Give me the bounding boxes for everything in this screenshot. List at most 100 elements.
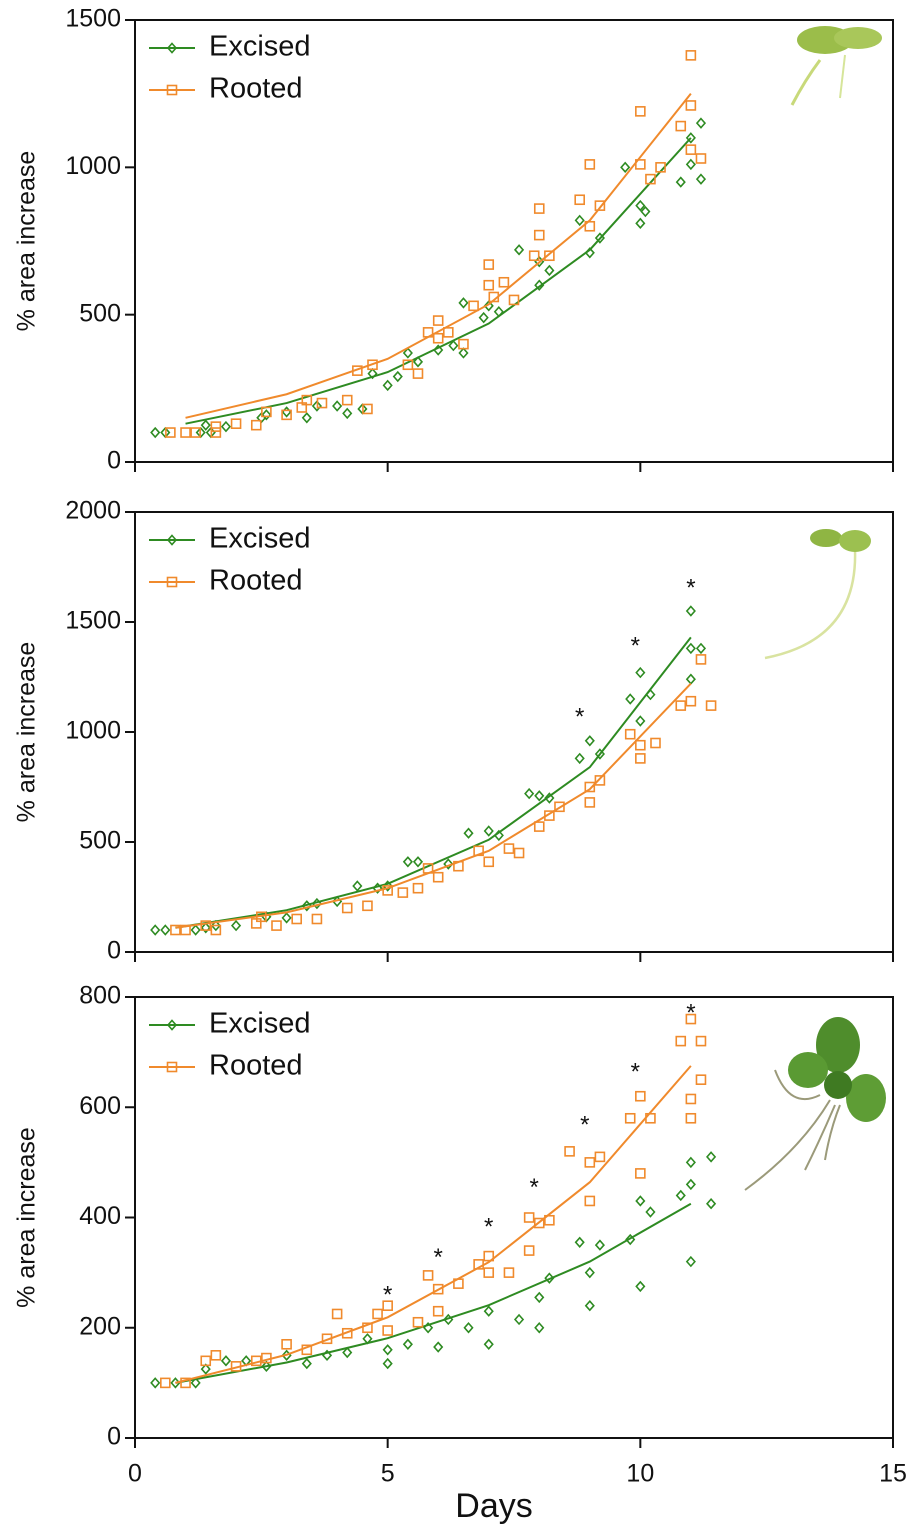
data-point <box>635 217 646 230</box>
fit-line <box>175 682 692 929</box>
data-point <box>341 1327 353 1339</box>
data-point <box>412 882 424 894</box>
data-point <box>362 1333 373 1345</box>
data-point <box>160 924 171 936</box>
data-point <box>483 856 495 868</box>
data-point <box>382 1325 393 1336</box>
x-tick-label: 5 <box>381 1460 395 1488</box>
data-point <box>554 801 565 813</box>
data-point <box>584 1266 595 1279</box>
data-point <box>166 42 178 54</box>
data-point <box>210 924 222 936</box>
data-point <box>645 173 656 185</box>
significance-mark: * <box>484 1213 493 1240</box>
data-point <box>321 1349 333 1362</box>
data-point <box>392 370 403 383</box>
data-point <box>291 913 303 925</box>
data-point <box>685 695 697 707</box>
data-point <box>488 291 500 303</box>
y-axis-title: % area increase <box>13 1127 41 1308</box>
data-point <box>432 1305 444 1317</box>
data-point <box>458 347 469 359</box>
significance-mark: * <box>686 574 695 601</box>
significance-mark: * <box>580 1111 589 1138</box>
data-point <box>533 203 545 214</box>
data-point <box>432 1283 444 1295</box>
data-point <box>281 1338 292 1350</box>
data-point <box>166 1061 178 1073</box>
data-point <box>367 359 378 371</box>
data-point <box>352 365 363 376</box>
significance-mark: * <box>575 704 584 731</box>
data-point <box>362 1322 373 1334</box>
data-point <box>544 250 555 262</box>
data-point <box>503 1267 515 1278</box>
data-point <box>685 605 696 617</box>
y-tick-label: 1500 <box>65 5 121 33</box>
data-point <box>594 1239 605 1251</box>
data-point <box>432 332 444 344</box>
data-point <box>635 753 646 764</box>
data-point <box>584 247 595 259</box>
data-point <box>160 1377 171 1389</box>
data-point <box>220 1355 232 1367</box>
data-point <box>685 1093 697 1105</box>
data-point <box>523 1212 535 1223</box>
data-point <box>341 902 353 914</box>
data-point <box>463 1322 474 1334</box>
data-point <box>635 1195 646 1207</box>
data-point <box>685 1255 696 1268</box>
data-point <box>685 132 696 144</box>
data-point <box>534 1322 545 1334</box>
data-point <box>584 1195 596 1207</box>
data-point <box>534 1291 545 1304</box>
data-point <box>250 1355 262 1367</box>
data-point <box>574 214 585 227</box>
data-point <box>705 700 717 711</box>
data-point <box>695 1035 707 1047</box>
data-point <box>372 882 383 894</box>
data-point <box>402 856 413 868</box>
data-point <box>534 790 545 802</box>
data-point <box>448 339 459 352</box>
data-point <box>508 294 520 306</box>
plot-frame <box>134 19 894 463</box>
data-point <box>200 1355 212 1367</box>
y-axis-title: % area increase <box>13 151 41 332</box>
data-point <box>180 1377 191 1389</box>
legend-label: Excised <box>209 1008 311 1040</box>
data-point <box>190 924 201 936</box>
data-point <box>635 1280 646 1293</box>
data-point <box>574 1236 585 1249</box>
significance-mark: * <box>631 632 640 659</box>
data-point <box>493 829 504 842</box>
data-point <box>695 117 707 129</box>
data-point <box>620 161 631 174</box>
data-point <box>533 229 545 241</box>
data-point <box>281 409 292 421</box>
legend-label: Rooted <box>209 1050 303 1082</box>
data-point <box>281 406 292 418</box>
data-point <box>513 244 525 256</box>
data-point <box>443 327 454 338</box>
significance-mark: * <box>383 1282 392 1309</box>
data-point <box>625 693 636 705</box>
data-point <box>261 1360 272 1373</box>
data-point <box>483 300 494 312</box>
y-tick-label: 600 <box>79 1092 121 1120</box>
data-point <box>685 673 696 685</box>
data-point <box>271 920 282 931</box>
data-point <box>301 394 313 406</box>
data-point <box>533 821 545 832</box>
data-point <box>367 367 378 380</box>
legend-label: Excised <box>209 523 311 555</box>
data-point <box>574 194 585 206</box>
data-point <box>190 427 201 438</box>
data-point <box>150 924 161 936</box>
data-point <box>685 158 696 171</box>
data-point <box>200 920 212 931</box>
data-point <box>200 1363 211 1375</box>
data-point <box>301 1344 313 1356</box>
data-point <box>685 100 697 111</box>
data-point <box>584 797 596 808</box>
